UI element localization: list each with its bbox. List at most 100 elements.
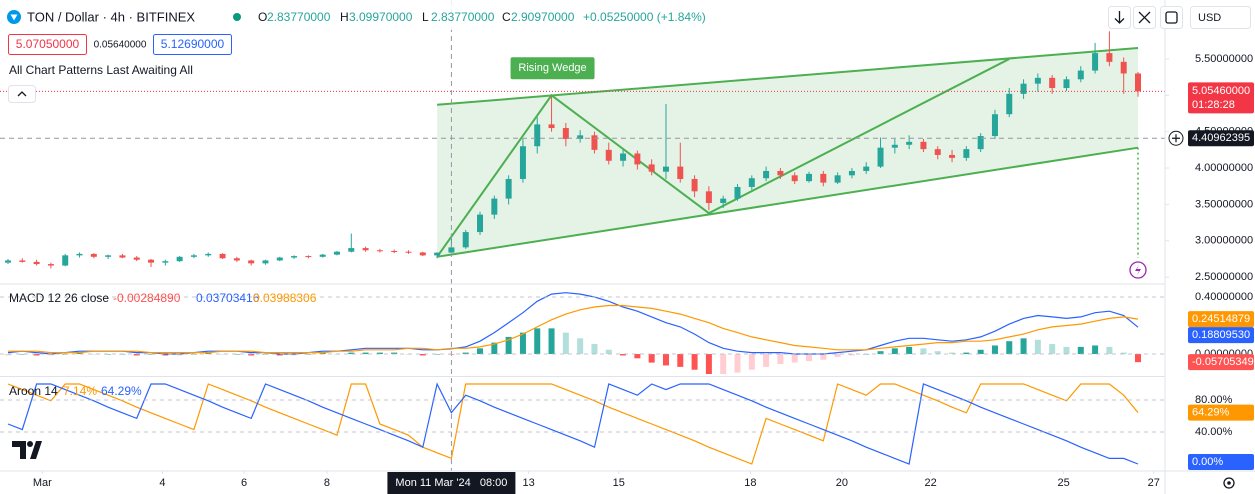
aroon-tick-label: 80.00% bbox=[1195, 394, 1233, 406]
candle-body bbox=[806, 173, 813, 182]
maximize-button[interactable] bbox=[1160, 6, 1183, 29]
macd-legend-value: 0.03703416 bbox=[196, 291, 260, 305]
axis-value-label: 64.29% bbox=[1192, 406, 1230, 418]
ohlc-value: 2.90970000 bbox=[511, 10, 575, 24]
macd-histogram-bar bbox=[705, 354, 712, 375]
macd-histogram-bar bbox=[648, 354, 655, 363]
candle-body bbox=[691, 178, 698, 192]
logo[interactable] bbox=[12, 441, 42, 459]
candle-body bbox=[448, 247, 455, 253]
collapse-button[interactable] bbox=[8, 85, 36, 103]
countdown: 01:28:28 bbox=[1192, 99, 1235, 111]
candle-body bbox=[863, 166, 870, 171]
candle-body bbox=[276, 257, 283, 261]
macd-histogram-bar bbox=[47, 354, 54, 356]
macd-histogram-bar bbox=[605, 349, 612, 355]
macd-legend-value: 0.03988306 bbox=[253, 291, 317, 305]
macd-title: MACD 12 26 close bbox=[9, 291, 109, 305]
candle-body bbox=[62, 255, 69, 266]
ohlc-value: 3.09970000 bbox=[349, 10, 413, 24]
macd-histogram-bar bbox=[1034, 339, 1041, 355]
plot-layer: Rising Wedge bbox=[0, 0, 1165, 471]
macd-histogram-bar bbox=[577, 338, 584, 355]
macd-histogram-bar bbox=[505, 336, 512, 355]
macd-histogram-bar bbox=[1120, 352, 1127, 355]
sell-box[interactable] bbox=[8, 34, 87, 55]
macd-histogram-bar bbox=[734, 354, 741, 373]
candle-body bbox=[705, 191, 712, 203]
y-tick-label: 2.50000000 bbox=[1195, 271, 1253, 283]
ohlc-value: 2.83770000 bbox=[431, 10, 495, 24]
spread: 0.05640000 bbox=[94, 40, 147, 51]
ohlc-change: +0.05250000 (+1.84%) bbox=[583, 10, 706, 24]
macd-histogram-bar bbox=[748, 354, 755, 370]
macd-histogram-bar bbox=[233, 354, 240, 355]
candle-body bbox=[519, 146, 526, 179]
candle-body bbox=[1034, 77, 1041, 84]
candle-body bbox=[190, 255, 197, 257]
settings-icon bbox=[1227, 481, 1231, 485]
macd-histogram-bar bbox=[90, 354, 97, 355]
aroon-up-line bbox=[7, 383, 1139, 465]
candle-body bbox=[891, 144, 898, 148]
candle-body bbox=[577, 135, 584, 139]
macd-histogram-bar bbox=[906, 346, 913, 355]
price-axis-bg bbox=[1165, 0, 1255, 471]
candle-body bbox=[1063, 79, 1070, 89]
buy-box[interactable] bbox=[153, 34, 232, 55]
macd-histogram-bar bbox=[491, 342, 498, 355]
macd-histogram-bar bbox=[76, 352, 83, 355]
macd-histogram-bar bbox=[634, 354, 641, 359]
settings-button[interactable] bbox=[1223, 477, 1235, 489]
aroon-down-line bbox=[7, 382, 1139, 465]
macd-histogram-bar bbox=[176, 354, 183, 356]
candle-body bbox=[934, 149, 941, 155]
candle-body bbox=[820, 173, 827, 183]
candle-body bbox=[991, 114, 998, 137]
macd-histogram-bar bbox=[534, 328, 541, 355]
candle-body bbox=[434, 252, 441, 256]
pattern-label-bg bbox=[510, 57, 595, 80]
crosshair-add-icon bbox=[1172, 134, 1180, 143]
macd-histogram-bar bbox=[33, 354, 40, 356]
macd-histogram-bar bbox=[1135, 354, 1141, 363]
aroon-title: Aroon 14 bbox=[9, 384, 58, 398]
candle-body bbox=[648, 164, 655, 172]
candle-body bbox=[662, 166, 669, 172]
macd-histogram-bar bbox=[205, 352, 212, 355]
aroon-legend-value: 7.14% bbox=[63, 384, 97, 398]
candle-body bbox=[119, 255, 126, 258]
candle-body bbox=[734, 186, 741, 199]
y-tick-label: 5.50000000 bbox=[1195, 53, 1253, 65]
candle-body bbox=[763, 170, 770, 179]
candle-body bbox=[1077, 70, 1084, 80]
sell-price: 5.07050000 bbox=[16, 37, 80, 51]
currency-button[interactable] bbox=[1190, 6, 1251, 29]
currency: USD bbox=[1198, 12, 1221, 24]
pattern-lower-line bbox=[436, 146, 1139, 258]
axis-value-label: -0.05705349 bbox=[1192, 356, 1254, 368]
down-icon bbox=[1114, 11, 1125, 24]
symbol-title[interactable]: TON / Dollar · 4h · BITFINEX bbox=[27, 9, 195, 24]
candle-body bbox=[720, 198, 727, 203]
indicator-label[interactable]: All Chart Patterns Last Awaiting All bbox=[9, 63, 193, 77]
candle-body bbox=[148, 259, 155, 263]
axis-value-box bbox=[1188, 130, 1254, 147]
ohlc-key: O bbox=[258, 10, 267, 24]
macd-histogram-bar bbox=[319, 352, 326, 355]
axis-value-box bbox=[1188, 404, 1254, 421]
axis-value-box bbox=[1188, 354, 1254, 371]
macd-histogram-bar bbox=[934, 351, 941, 355]
candle-body bbox=[777, 170, 784, 176]
candle-body bbox=[419, 252, 426, 256]
pattern-area bbox=[437, 48, 1139, 257]
candle-body bbox=[405, 251, 412, 253]
buy-price: 5.12690000 bbox=[161, 37, 225, 51]
macd-histogram-bar bbox=[1077, 346, 1084, 355]
candle-body bbox=[1006, 93, 1013, 115]
candle-body bbox=[505, 178, 512, 199]
macd-histogram-bar bbox=[763, 354, 770, 367]
macd-histogram-bar bbox=[477, 348, 484, 355]
